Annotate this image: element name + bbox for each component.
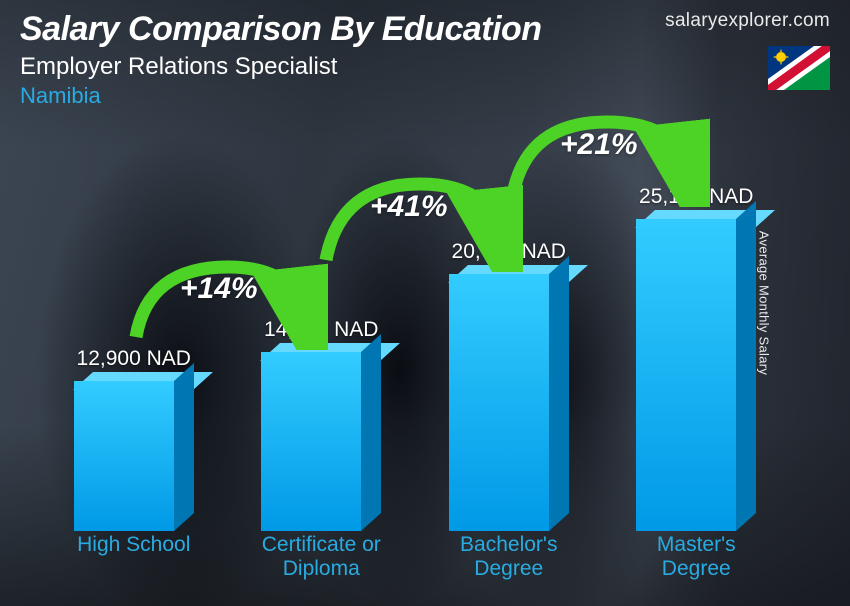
increase-pct-1: +14% [180, 272, 258, 306]
chart-country: Namibia [20, 83, 830, 109]
bar-shape-3 [636, 219, 756, 531]
watermark: salaryexplorer.com [665, 10, 830, 32]
bar-value-0: 12,900 NAD [77, 347, 191, 371]
category-label-0: High School [49, 533, 219, 581]
bar-shape-1 [261, 352, 381, 531]
bar-chart: +14% +41% +21% 12,900 NAD14,700 NAD20,70… [40, 120, 790, 581]
bar-shape-0 [74, 381, 194, 531]
category-label-2: Bachelor's Degree [424, 533, 594, 581]
chart-title: Salary Comparison By Education [20, 10, 542, 49]
y-axis-label: Average Monthly Salary [756, 231, 771, 375]
increase-pct-2: +41% [370, 190, 448, 224]
header: Salary Comparison By Education salaryexp… [20, 10, 830, 109]
category-label-3: Master's Degree [611, 533, 781, 581]
bar-0: 12,900 NAD [49, 347, 219, 531]
category-label-1: Certificate or Diploma [236, 533, 406, 581]
bar-shape-2 [449, 274, 569, 531]
bar-2: 20,700 NAD [424, 240, 594, 531]
namibia-flag-icon [768, 46, 830, 90]
chart-subtitle: Employer Relations Specialist [20, 53, 830, 81]
increase-pct-3: +21% [560, 128, 638, 162]
